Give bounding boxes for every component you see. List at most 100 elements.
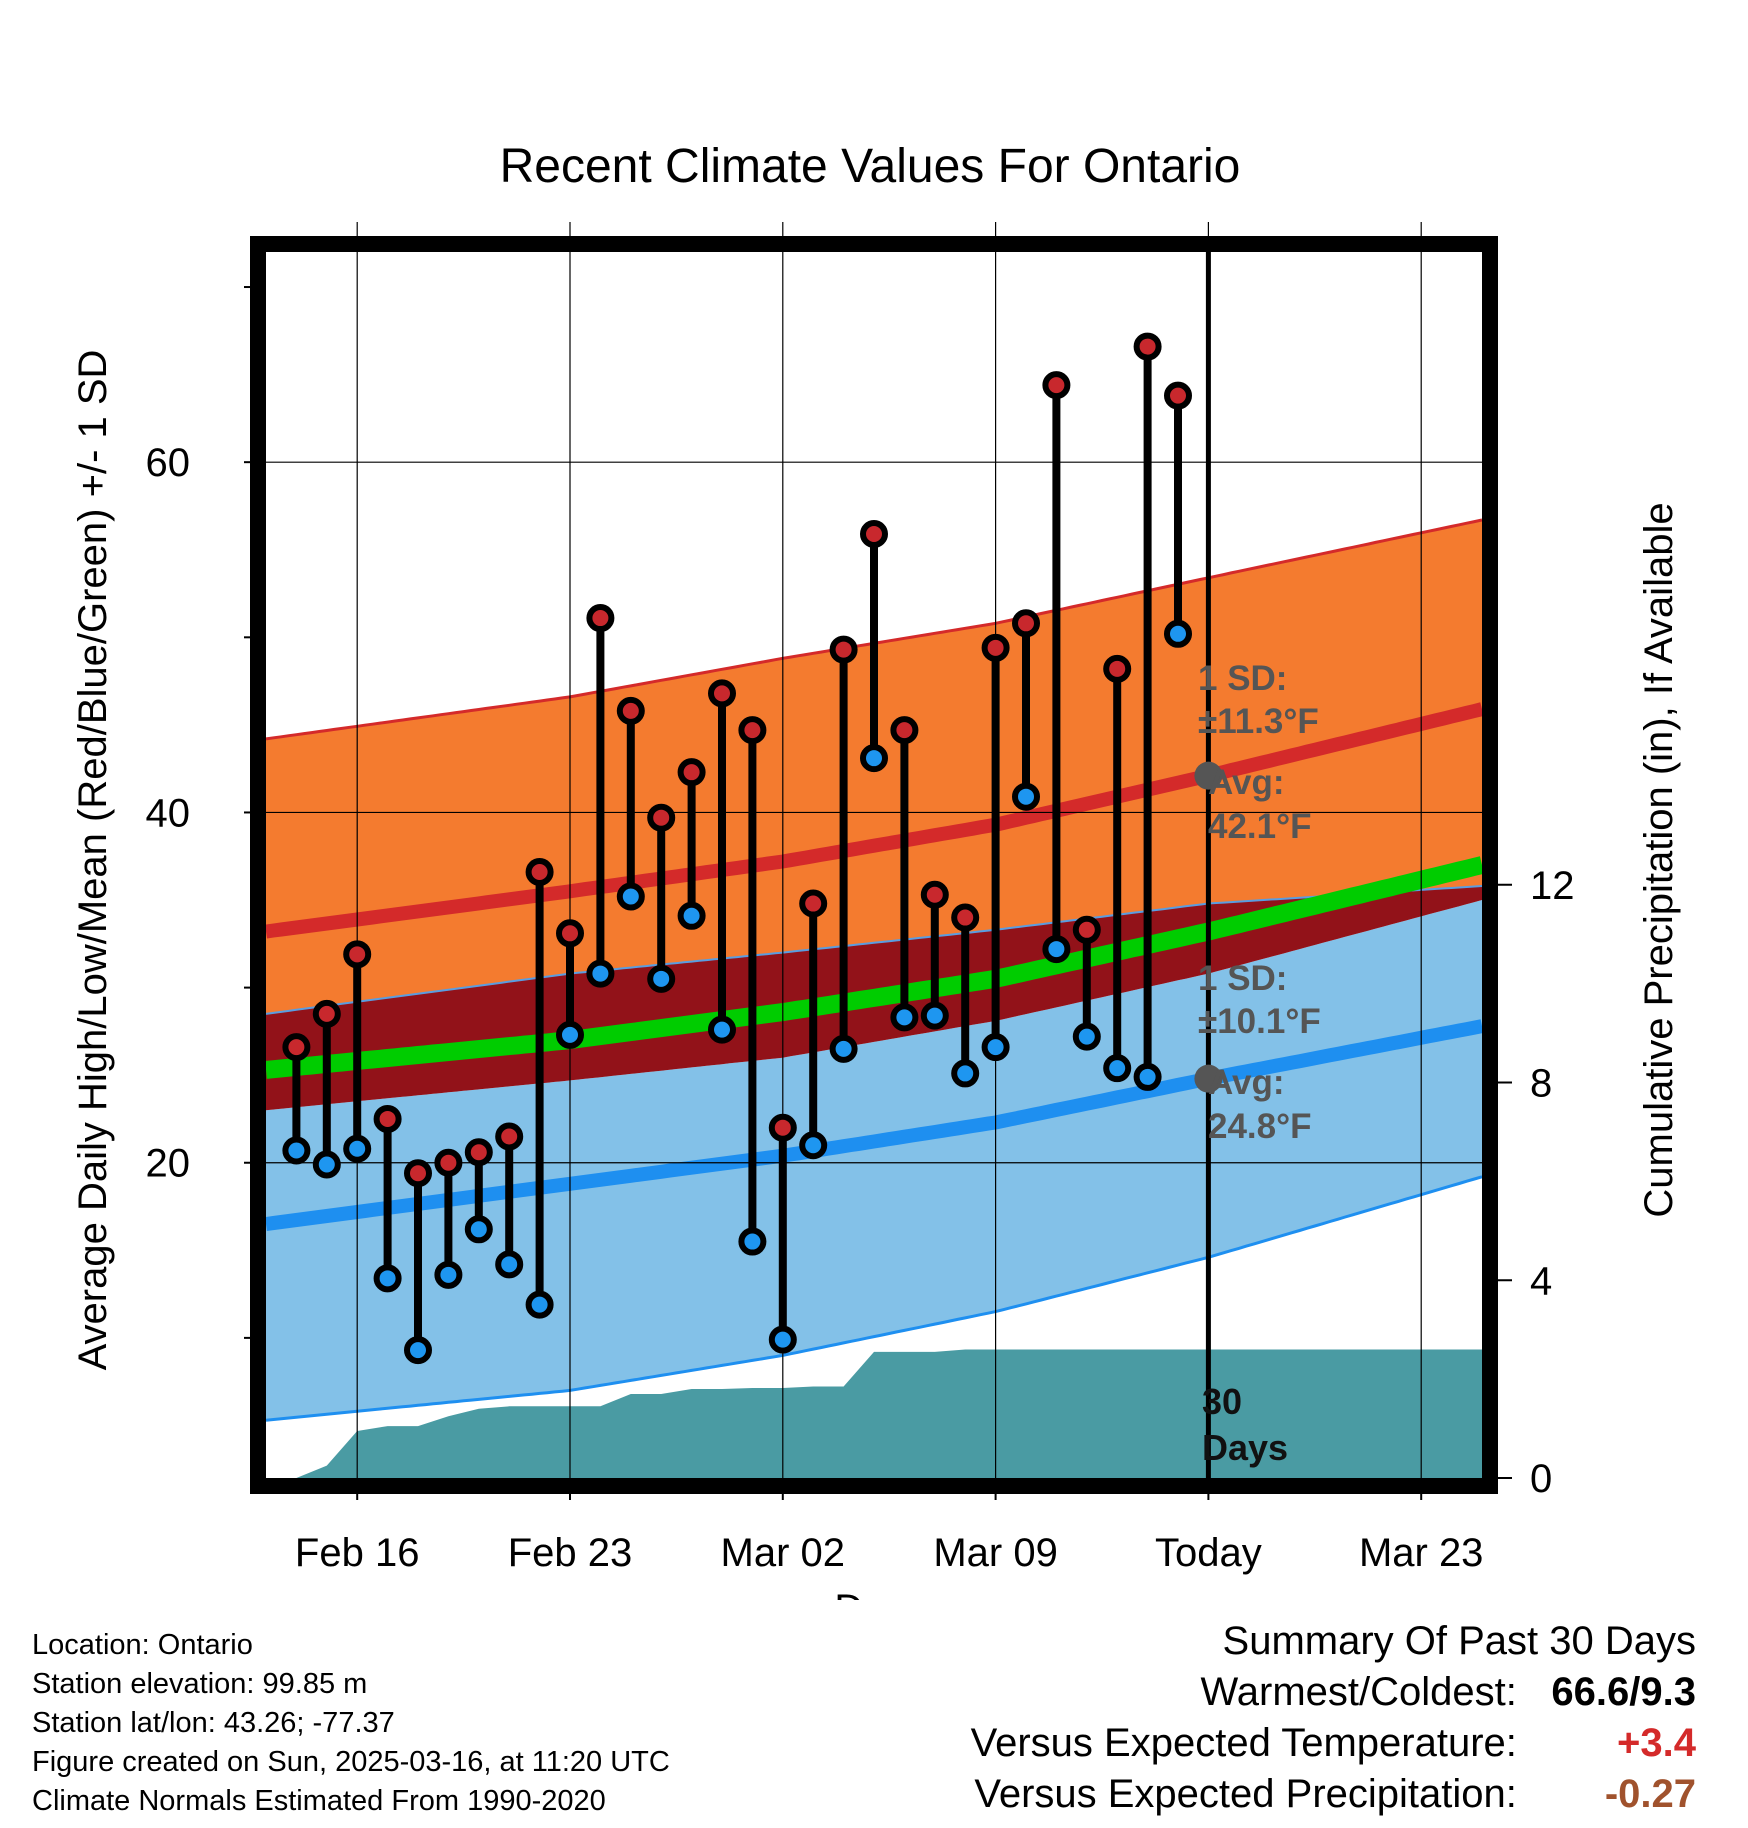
- high-point: [434, 1148, 463, 1177]
- low-sd-value: ±10.1°F: [1198, 1002, 1321, 1041]
- y-tick-label-2: 60: [146, 441, 191, 485]
- x-tick-label-3: Mar 09: [933, 1531, 1058, 1575]
- high-point: [1042, 371, 1071, 400]
- low-point: [829, 1034, 858, 1063]
- low-avg-label: Avg:: [1208, 1063, 1284, 1102]
- high-point: [495, 1122, 524, 1151]
- y-axis-right-label: Cumulative Precipitation (in), If Availa…: [1637, 502, 1681, 1217]
- high-point: [768, 1113, 797, 1142]
- low-point: [495, 1250, 524, 1279]
- warmest-row: Warmest/Coldest: 66.6/9.3: [971, 1667, 1697, 1718]
- low-point: [981, 1033, 1010, 1062]
- low-point: [1164, 619, 1192, 648]
- high-point: [586, 604, 615, 633]
- low-point: [1072, 1022, 1101, 1051]
- high-average-marker: [1194, 761, 1223, 790]
- low-point: [1042, 935, 1071, 964]
- low-point: [708, 1015, 736, 1044]
- high-point: [920, 880, 949, 909]
- high-point: [799, 889, 828, 918]
- high-point: [616, 696, 645, 725]
- high-point: [525, 858, 554, 887]
- low-point: [768, 1325, 797, 1354]
- high-point: [647, 803, 676, 832]
- high-point: [312, 999, 341, 1028]
- precip-row: Versus Expected Precipitation: -0.27: [971, 1769, 1696, 1820]
- high-point: [708, 679, 736, 708]
- warmest-value: 66.6/9.3: [1551, 1670, 1696, 1714]
- high-minus-sd-line: [266, 885, 1482, 1015]
- summary-panel: Summary Of Past 30 Days Warmest/Coldest:…: [971, 1616, 1696, 1820]
- summary-title: Summary Of Past 30 Days: [1222, 1619, 1696, 1663]
- high-point: [464, 1138, 493, 1167]
- high-point: [1133, 332, 1162, 361]
- temp-row: Versus Expected Temperature: +3.4: [971, 1718, 1696, 1769]
- x-axis-label: Day: [834, 1587, 905, 1600]
- days-annotation: 30 Days: [1202, 1381, 1288, 1468]
- normals-text: Climate Normals Estimated From 1990-2020: [32, 1785, 606, 1817]
- elevation-text: Station elevation: 99.85 m: [32, 1668, 368, 1700]
- high-sd-value: ±11.3°F: [1198, 702, 1319, 741]
- y-right-tick-label-1: 4: [1530, 1259, 1552, 1303]
- x-tick-label-5: Mar 23: [1359, 1531, 1484, 1575]
- low-point: [1012, 782, 1040, 811]
- temp-label: Versus Expected Temperature:: [970, 1721, 1517, 1765]
- high-point: [860, 519, 888, 548]
- high-point: [951, 903, 980, 932]
- low-point: [464, 1215, 493, 1244]
- low-point: [373, 1264, 402, 1293]
- low-point: [556, 1020, 584, 1049]
- low-point: [951, 1059, 980, 1088]
- x-tick-label-4: Today: [1155, 1531, 1262, 1575]
- low-point: [1103, 1054, 1132, 1083]
- high-avg-label: Avg:: [1208, 763, 1284, 802]
- high-point: [343, 940, 372, 969]
- high-point: [1012, 609, 1040, 638]
- high-point: [738, 716, 767, 745]
- low-point: [647, 964, 676, 993]
- precip-label: Versus Expected Precipitation:: [974, 1772, 1517, 1816]
- low-point: [343, 1134, 372, 1163]
- y-right-tick-label-2: 8: [1530, 1062, 1552, 1106]
- high-point: [829, 635, 858, 664]
- low-point: [890, 1003, 919, 1032]
- low-annotation: 1 SD: ±10.1°F Avg: 24.8°F: [1198, 959, 1321, 1146]
- high-point: [404, 1159, 432, 1188]
- y-axis-label: Average Daily High/Low/Mean (Red/Blue/Gr…: [71, 350, 115, 1371]
- y-right-tick-label-3: 12: [1530, 864, 1575, 908]
- low-point: [525, 1290, 554, 1319]
- low-point: [738, 1227, 767, 1256]
- x-tick-label-1: Feb 23: [508, 1531, 633, 1575]
- latlon-text: Station lat/lon: 43.26; -77.37: [32, 1707, 395, 1739]
- plot-frame: [250, 236, 1498, 1494]
- low-point: [404, 1336, 432, 1365]
- high-point: [282, 1033, 311, 1062]
- y-tick-label-0: 20: [146, 1142, 191, 1186]
- low-point: [434, 1260, 463, 1289]
- days-word: Days: [1202, 1427, 1288, 1468]
- days-count: 30: [1202, 1381, 1242, 1422]
- low-point: [677, 901, 706, 930]
- x-tick-label-0: Feb 16: [295, 1531, 420, 1575]
- low-minus-sd-line: [266, 1175, 1482, 1422]
- low-average-marker: [1194, 1064, 1223, 1093]
- high-point: [1103, 654, 1132, 683]
- high-point: [1072, 915, 1101, 944]
- low-point: [1133, 1062, 1162, 1091]
- low-point: [282, 1136, 311, 1165]
- low-average-line: [266, 1019, 1482, 1231]
- temp-value: +3.4: [1617, 1721, 1696, 1765]
- low-point: [799, 1131, 828, 1160]
- mean-average-line: [266, 856, 1482, 1079]
- high-point: [677, 758, 706, 787]
- x-tick-label-2: Mar 02: [721, 1531, 846, 1575]
- high-point: [373, 1104, 402, 1133]
- high-point: [556, 919, 584, 948]
- low-point: [860, 744, 888, 773]
- low-point: [616, 882, 645, 911]
- created-text: Figure created on Sun, 2025-03-16, at 11…: [32, 1746, 670, 1778]
- high-avg-value: 42.1°F: [1208, 807, 1312, 846]
- y-tick-label-1: 40: [146, 791, 191, 835]
- low-sd-label: 1 SD:: [1198, 959, 1287, 998]
- climate-chart: Recent Climate Values For Ontario 204060…: [71, 140, 1681, 1600]
